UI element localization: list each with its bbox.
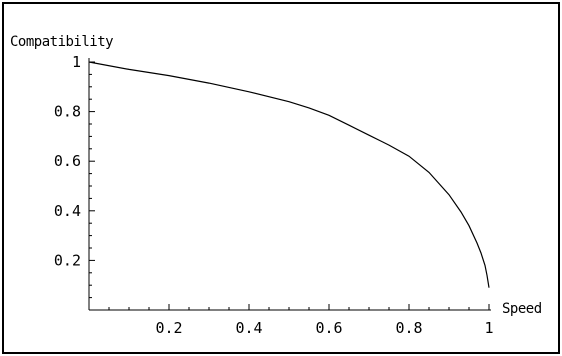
x-tick-label: 0.2 [155, 319, 182, 337]
x-tick-label: 0.6 [315, 319, 342, 337]
y-tick-label: 0.2 [54, 251, 81, 269]
y-tick-label: 1 [72, 53, 81, 71]
ticks: 0.2 0.4 0.6 0.8 1 0.2 0.4 0.6 0.8 1 [54, 53, 494, 337]
x-tick-label: 0.4 [235, 319, 262, 337]
axes [88, 58, 491, 311]
y-tick-label: 0.4 [54, 202, 81, 220]
y-axis-title: Compatibility [10, 34, 113, 50]
y-tick-label: 0.8 [54, 103, 81, 121]
x-axis-title: Speed [502, 301, 542, 317]
x-tick-label: 1 [484, 319, 493, 337]
y-tick-label: 0.6 [54, 152, 81, 170]
series-line [88, 61, 490, 288]
x-tick-label: 0.8 [395, 319, 422, 337]
series-group [88, 61, 490, 288]
